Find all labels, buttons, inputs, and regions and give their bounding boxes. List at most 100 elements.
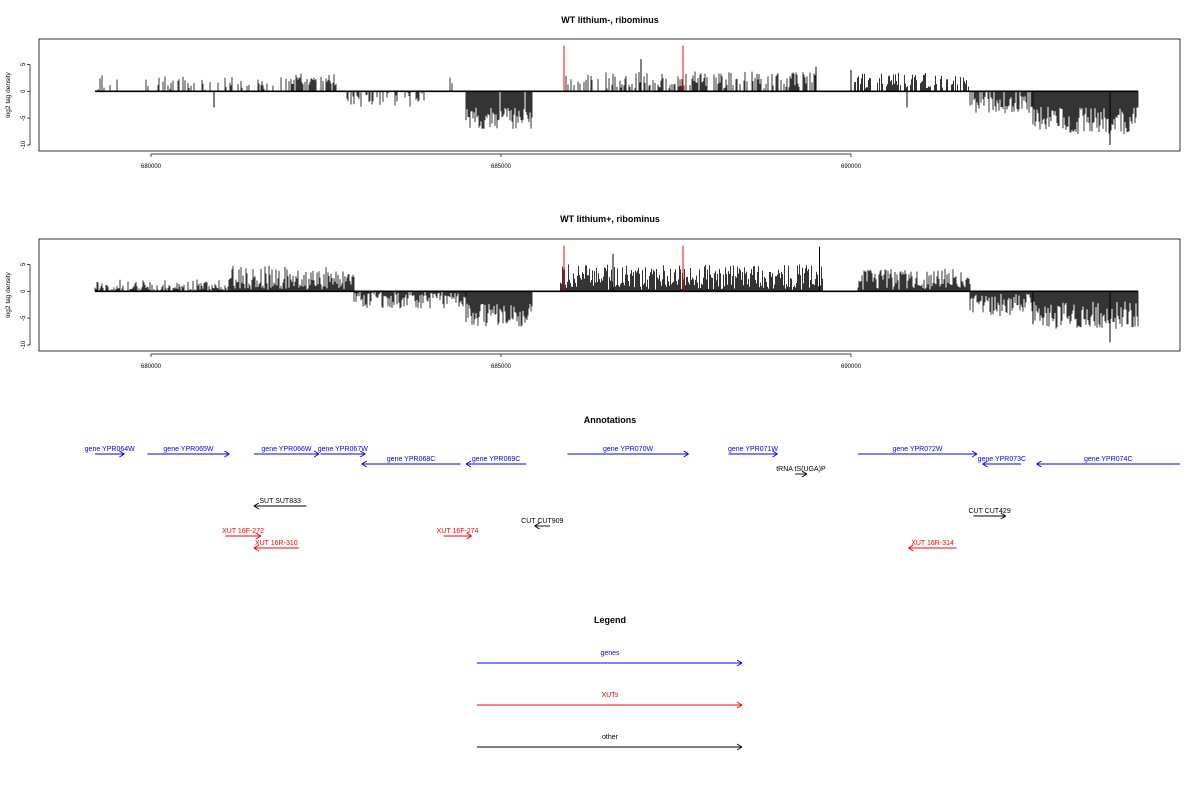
highlight-bars bbox=[563, 245, 684, 292]
feature-xut-16r-310: XUT 16R-310 bbox=[253, 540, 299, 552]
legend: Legend genes XUTs other bbox=[477, 615, 743, 751]
feature-gene-ypr064w: gene YPR064W bbox=[85, 446, 135, 458]
legend-arrow bbox=[477, 743, 743, 751]
feature-arrow bbox=[253, 502, 307, 510]
track-panel-lithium-plus: WT lithium+, ribominus log2 tag density … bbox=[5, 214, 1181, 370]
feature-label: gene YPR065W bbox=[163, 446, 213, 453]
feature-label: XUT 16F-274 bbox=[437, 528, 479, 535]
feature-arrow bbox=[534, 522, 550, 530]
plot-frame bbox=[38, 238, 1181, 352]
y-tick-label: -10 bbox=[21, 140, 27, 149]
feature-label: tRNA tS(UGA)P bbox=[776, 466, 826, 473]
y-axis-label: log2 tag density bbox=[5, 271, 12, 317]
legend-title: Legend bbox=[594, 615, 626, 625]
feature-label: gene YPR070W bbox=[603, 446, 653, 453]
feature-gene-ypr065w: gene YPR065W bbox=[147, 446, 230, 458]
legend-arrow bbox=[477, 659, 743, 667]
y-tick-label: 5 bbox=[21, 62, 27, 66]
y-tick-label: -5 bbox=[21, 315, 27, 321]
feature-xut-16f-272: XUT 16F-272 bbox=[222, 528, 264, 540]
annotations-panel: Annotations gene YPR064W gene YPR065W gene… bbox=[85, 415, 1180, 552]
feature-arrow bbox=[795, 470, 808, 478]
signal-bars bbox=[97, 59, 1139, 145]
feature-label: gene YPR066W bbox=[261, 446, 311, 453]
feature-arrow bbox=[253, 544, 299, 552]
y-axis-label: log2 tag density bbox=[5, 71, 12, 117]
feature-gene-ypr074c: gene YPR074C bbox=[1036, 456, 1180, 468]
feature-label: XUT 16R-314 bbox=[911, 540, 954, 547]
feature-gene-ypr067w: gene YPR067W bbox=[318, 446, 368, 458]
feature-label: gene YPR071W bbox=[728, 446, 778, 453]
highlight-bars bbox=[563, 45, 684, 92]
feature-arrow bbox=[908, 544, 957, 552]
feature-label: gene YPR068C bbox=[387, 456, 436, 463]
feature-gene-ypr072w: gene YPR072W bbox=[858, 446, 978, 458]
feature-label: gene YPR069C bbox=[472, 456, 521, 463]
feature-cut-cut909: CUT CUT909 bbox=[521, 518, 564, 530]
feature-label: gene YPR072W bbox=[892, 446, 942, 453]
x-tick-label: 690000 bbox=[841, 364, 862, 370]
feature-gene-ypr071w: gene YPR071W bbox=[728, 446, 778, 458]
legend-item-xuts: XUTs bbox=[477, 692, 743, 709]
track-panel-lithium-minus: WT lithium-, ribominus log2 tag density … bbox=[5, 15, 1181, 170]
axes: -10 -5 0 5 680000 685000 690000 bbox=[21, 262, 1138, 370]
x-tick-label: 685000 bbox=[491, 364, 512, 370]
feature-label: gene YPR073C bbox=[978, 456, 1027, 463]
feature-gene-ypr073c: gene YPR073C bbox=[978, 456, 1027, 468]
legend-item-other: other bbox=[477, 734, 743, 751]
x-tick-label: 690000 bbox=[841, 164, 862, 170]
feature-sut-sut833: SUT SUT833 bbox=[253, 498, 307, 510]
feature-label: gene YPR067W bbox=[318, 446, 368, 453]
feature-label: CUT CUT429 bbox=[968, 508, 1010, 515]
annotations-title: Annotations bbox=[584, 415, 637, 425]
legend-items: genes XUTs other bbox=[477, 650, 743, 751]
feature-label: CUT CUT909 bbox=[521, 518, 563, 525]
feature-arrow bbox=[567, 450, 689, 458]
legend-label: XUTs bbox=[602, 692, 619, 699]
feature-arrow bbox=[728, 450, 778, 458]
feature-gene-ypr066w: gene YPR066W bbox=[253, 446, 320, 458]
feature-gene-ypr070w: gene YPR070W bbox=[567, 446, 689, 458]
plot-frame bbox=[38, 38, 1181, 152]
x-tick-label: 680000 bbox=[141, 364, 162, 370]
feature-arrow bbox=[465, 460, 527, 468]
feature-arrow bbox=[253, 450, 320, 458]
feature-arrow bbox=[147, 450, 230, 458]
panel-title: WT lithium+, ribominus bbox=[560, 214, 660, 224]
x-tick-label: 680000 bbox=[141, 164, 162, 170]
feature-xut-16r-314: XUT 16R-314 bbox=[908, 540, 957, 552]
feature-arrow bbox=[1036, 460, 1180, 468]
feature-arrow bbox=[858, 450, 978, 458]
legend-label: other bbox=[602, 734, 619, 741]
signal-bars bbox=[94, 246, 1139, 343]
feature-xut-16f-274: XUT 16F-274 bbox=[437, 528, 479, 540]
feature-label: gene YPR074C bbox=[1084, 456, 1133, 463]
feature-label: SUT SUT833 bbox=[259, 498, 301, 505]
feature-gene-ypr069c: gene YPR069C bbox=[465, 456, 527, 468]
feature-arrow bbox=[320, 450, 366, 458]
feature-cut-cut429: CUT CUT429 bbox=[968, 508, 1011, 520]
legend-label: genes bbox=[600, 650, 620, 657]
feature-label: XUT 16F-272 bbox=[222, 528, 264, 535]
legend-item-genes: genes bbox=[477, 650, 743, 667]
y-tick-label: -10 bbox=[21, 340, 27, 349]
axes: -10 -5 0 5 680000 685000 690000 bbox=[21, 62, 1138, 170]
legend-arrow bbox=[477, 701, 743, 709]
y-tick-label: 0 bbox=[21, 289, 27, 293]
feature-list: gene YPR064W gene YPR065W gene YPR066W gene… bbox=[85, 446, 1180, 552]
panel-title: WT lithium-, ribominus bbox=[561, 15, 659, 25]
feature-arrow bbox=[982, 460, 1022, 468]
y-tick-label: 5 bbox=[21, 262, 27, 266]
feature-gene-ypr068c: gene YPR068C bbox=[361, 456, 461, 468]
feature-label: XUT 16R-310 bbox=[255, 540, 298, 547]
feature-arrow bbox=[361, 460, 461, 468]
y-tick-label: 0 bbox=[21, 89, 27, 93]
feature-arrow bbox=[225, 532, 262, 540]
x-tick-label: 685000 bbox=[491, 164, 512, 170]
feature-arrow bbox=[973, 512, 1006, 520]
feature-trna-ts-uga-p: tRNA tS(UGA)P bbox=[776, 466, 826, 478]
feature-arrow bbox=[95, 450, 125, 458]
feature-arrow bbox=[443, 532, 472, 540]
y-tick-label: -5 bbox=[21, 115, 27, 121]
